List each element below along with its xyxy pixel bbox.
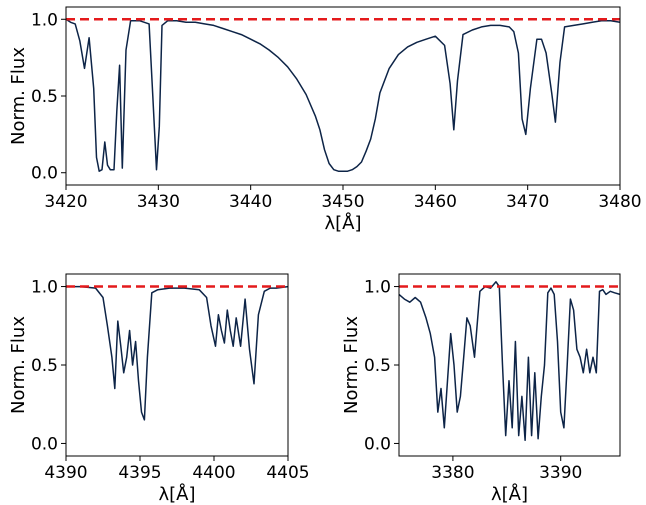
x-tick-label: 3390 bbox=[539, 463, 582, 483]
x-tick-label: 3480 bbox=[598, 192, 641, 212]
x-tick-label: 4390 bbox=[44, 463, 87, 483]
y-tick-label: 0.0 bbox=[31, 164, 58, 184]
y-axis-label: Norm. Flux bbox=[341, 316, 362, 414]
x-tick-label: 3440 bbox=[229, 192, 272, 212]
y-tick-label: 0.5 bbox=[31, 356, 58, 376]
chart-bottom-left-4390-4405: 4390 4395 4400 4405 0.0 0.5 1.0 λ[Å] Norm. Flux bbox=[8, 273, 310, 505]
y-tick-label: 0.0 bbox=[364, 434, 391, 454]
x-tick-label: 3460 bbox=[414, 192, 457, 212]
y-tick-label: 0.5 bbox=[31, 87, 58, 107]
x-tick-label: 3450 bbox=[321, 192, 364, 212]
y-tick-label: 1.0 bbox=[31, 278, 58, 298]
x-axis-label: λ[Å] bbox=[324, 212, 361, 234]
axes-frame bbox=[398, 273, 621, 457]
spectrum-line-0 bbox=[398, 281, 621, 442]
x-tick-label: 3420 bbox=[44, 192, 87, 212]
x-tick-label: 4405 bbox=[266, 463, 309, 483]
chart-bottom-right-3375-3395: 3380 3390 0.0 0.5 1.0 λ[Å] Norm. Flux bbox=[341, 273, 621, 505]
y-tick-label: 0.0 bbox=[31, 434, 58, 454]
spectrum-line-0 bbox=[66, 285, 289, 421]
x-axis-label: λ[Å] bbox=[491, 483, 528, 505]
y-tick-label: 1.0 bbox=[31, 10, 58, 30]
chart-top-3420-3480: 3420 3430 3440 3450 3460 3470 3480 0.0 0.5 1.0 λ[Å… bbox=[8, 6, 642, 234]
x-tick-label: 3380 bbox=[431, 463, 474, 483]
x-tick-label: 3430 bbox=[137, 192, 180, 212]
y-tick-label: 0.5 bbox=[364, 356, 391, 376]
spectrum-line-0 bbox=[65, 18, 621, 172]
x-axis-label: λ[Å] bbox=[158, 483, 195, 505]
y-tick-label: 1.0 bbox=[364, 278, 391, 298]
x-tick-label: 4400 bbox=[192, 463, 235, 483]
x-tick-label: 4395 bbox=[118, 463, 161, 483]
y-axis-label: Norm. Flux bbox=[8, 316, 29, 414]
y-axis-label: Norm. Flux bbox=[8, 47, 29, 145]
x-tick-label: 3470 bbox=[506, 192, 549, 212]
